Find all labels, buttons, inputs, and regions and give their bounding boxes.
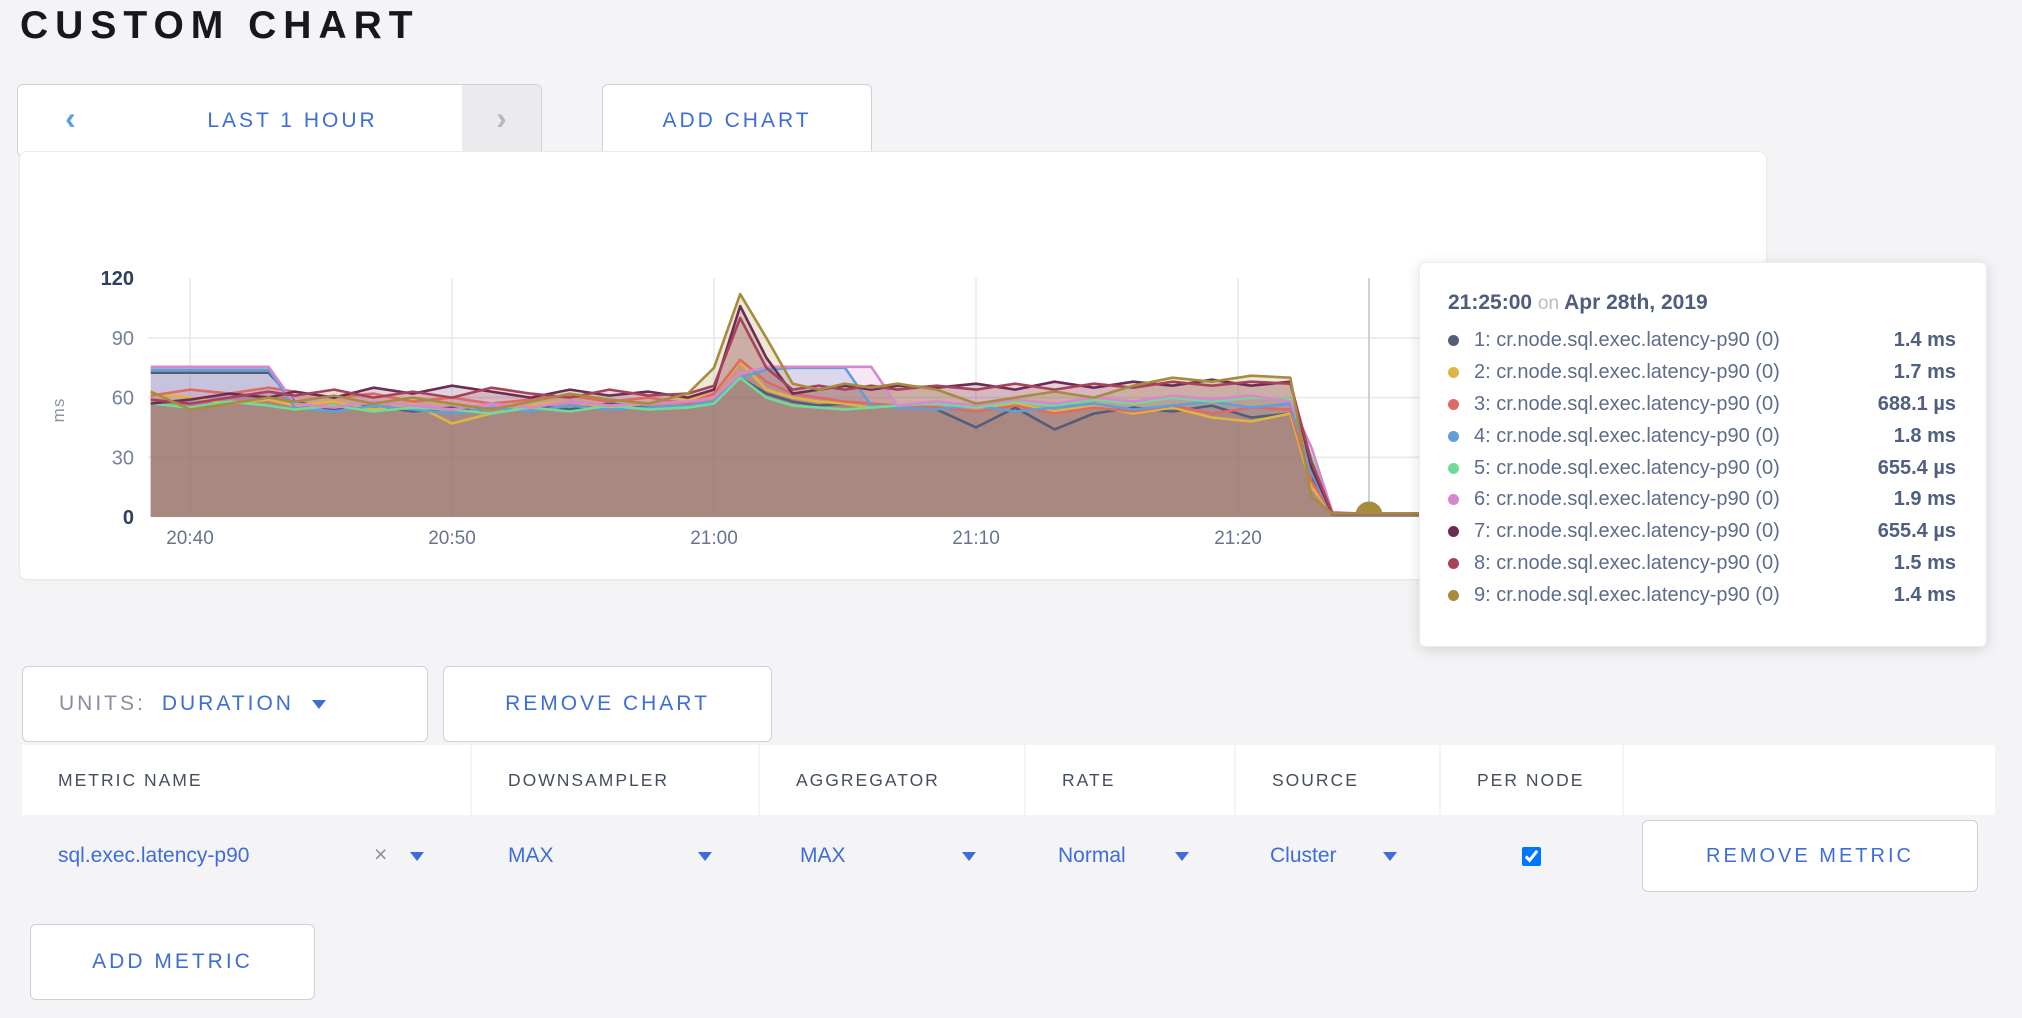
add-metric-button[interactable]: ADD METRIC [30, 924, 315, 1000]
tooltip-series-row: 7: cr.node.sql.exec.latency-p90 (0) 655.4… [1448, 516, 1956, 548]
page-title: CUSTOM CHART [20, 4, 420, 47]
source-value[interactable]: Cluster [1270, 844, 1337, 867]
tooltip-series-row: 5: cr.node.sql.exec.latency-p90 (0) 655.4… [1448, 452, 1956, 484]
caret-down-icon [311, 699, 326, 709]
series-color-dot [1448, 462, 1459, 474]
svg-text:30: 30 [112, 447, 134, 469]
chart-card: 0 30 60 90 120 20:40 20:50 21:00 21:10 21:20 ms [19, 151, 1767, 580]
series-value: 688.1 µs [1877, 392, 1956, 415]
rate-value[interactable]: Normal [1058, 844, 1126, 867]
caret-down-icon[interactable] [1383, 852, 1397, 861]
series-value: 1.8 ms [1893, 424, 1956, 447]
time-range-selector: ‹ LAST 1 HOUR › [17, 84, 542, 157]
series-label: 4: cr.node.sql.exec.latency-p90 (0) [1474, 424, 1780, 447]
tooltip-series-list: 1: cr.node.sql.exec.latency-p90 (0) 1.4 m… [1448, 325, 1956, 611]
metric-name-value[interactable]: sql.exec.latency-p90 [58, 844, 250, 867]
series-label: 6: cr.node.sql.exec.latency-p90 (0) [1474, 488, 1780, 511]
header-source: SOURCE [1236, 745, 1439, 815]
series-label: 8: cr.node.sql.exec.latency-p90 (0) [1474, 551, 1780, 574]
series-label: 7: cr.node.sql.exec.latency-p90 (0) [1474, 520, 1780, 543]
units-prefix-label: UNITS: [59, 692, 146, 715]
series-value: 1.7 ms [1893, 361, 1956, 384]
tooltip-series-row: 8: cr.node.sql.exec.latency-p90 (0) 1.5 m… [1448, 548, 1956, 580]
series-label: 9: cr.node.sql.exec.latency-p90 (0) [1474, 583, 1780, 606]
series-color-dot [1448, 367, 1459, 379]
caret-down-icon[interactable] [410, 852, 424, 861]
series-value: 1.9 ms [1893, 488, 1956, 511]
series-value: 1.4 ms [1893, 583, 1956, 606]
latency-chart[interactable]: 0 30 60 90 120 20:40 20:50 21:00 21:10 21:20 ms [20, 152, 1768, 581]
series-label: 1: cr.node.sql.exec.latency-p90 (0) [1474, 329, 1780, 352]
units-dropdown[interactable]: UNITS: DURATION [22, 666, 428, 742]
header-metric-name: METRIC NAME [22, 745, 470, 815]
header-downsampler: DOWNSAMPLER [472, 745, 758, 815]
add-chart-button[interactable]: ADD CHART [602, 84, 872, 157]
time-next-button[interactable]: › [462, 85, 541, 156]
series-color-dot [1448, 430, 1459, 442]
series-color-dot [1448, 494, 1459, 506]
svg-text:0: 0 [123, 507, 134, 529]
header-aggregator: AGGREGATOR [760, 745, 1024, 815]
series-value: 1.4 ms [1893, 329, 1956, 352]
svg-text:120: 120 [101, 268, 134, 290]
remove-metric-button[interactable]: REMOVE METRIC [1642, 820, 1978, 892]
hover-point [1355, 501, 1383, 514]
tooltip-timestamp: 21:25:00 on Apr 28th, 2019 [1448, 291, 1956, 315]
tooltip-series-row: 6: cr.node.sql.exec.latency-p90 (0) 1.9 m… [1448, 484, 1956, 516]
downsampler-value[interactable]: MAX [508, 844, 554, 867]
series-value: 655.4 µs [1877, 456, 1956, 479]
tooltip-series-row: 9: cr.node.sql.exec.latency-p90 (0) 1.4 m… [1448, 579, 1956, 611]
tooltip-series-row: 3: cr.node.sql.exec.latency-p90 (0) 688.1… [1448, 389, 1956, 421]
svg-text:21:00: 21:00 [690, 528, 738, 549]
tooltip-series-row: 2: cr.node.sql.exec.latency-p90 (0) 1.7 m… [1448, 357, 1956, 389]
series-color-dot [1448, 526, 1459, 538]
header-rate: RATE [1026, 745, 1234, 815]
series-color-dot [1448, 335, 1459, 347]
header-per-node: PER NODE [1441, 745, 1622, 815]
time-prev-button[interactable]: ‹ [18, 85, 123, 156]
svg-text:20:50: 20:50 [428, 528, 476, 549]
header-spacer [1624, 745, 1995, 815]
aggregator-value[interactable]: MAX [800, 844, 846, 867]
tooltip-on: on [1537, 293, 1560, 314]
series-color-dot [1448, 398, 1459, 410]
per-node-checkbox[interactable] [1522, 847, 1541, 866]
series-label: 5: cr.node.sql.exec.latency-p90 (0) [1474, 456, 1780, 479]
y-axis-title: ms [49, 398, 68, 423]
series-value: 1.5 ms [1893, 551, 1956, 574]
chart-tooltip: 21:25:00 on Apr 28th, 2019 1: cr.node.sq… [1419, 262, 1987, 647]
series-color-dot [1448, 557, 1459, 569]
svg-text:60: 60 [112, 388, 134, 410]
units-value: DURATION [161, 692, 294, 715]
time-range-button[interactable]: LAST 1 HOUR [123, 85, 462, 156]
chevron-left-icon: ‹ [65, 100, 76, 136]
series-lines [150, 292, 1736, 516]
caret-down-icon[interactable] [698, 852, 712, 861]
svg-text:90: 90 [112, 328, 134, 350]
series-color-dot [1448, 589, 1459, 601]
caret-down-icon[interactable] [1175, 852, 1189, 861]
tooltip-series-row: 4: cr.node.sql.exec.latency-p90 (0) 1.8 m… [1448, 420, 1956, 452]
tooltip-series-row: 1: cr.node.sql.exec.latency-p90 (0) 1.4 m… [1448, 325, 1956, 357]
tooltip-date: Apr 28th, 2019 [1564, 291, 1708, 314]
series-label: 3: cr.node.sql.exec.latency-p90 (0) [1474, 392, 1780, 415]
remove-chart-button[interactable]: REMOVE CHART [443, 666, 772, 742]
metric-clear-icon[interactable]: × [374, 841, 388, 867]
svg-text:21:10: 21:10 [952, 528, 1000, 549]
svg-text:21:20: 21:20 [1214, 528, 1262, 549]
series-value: 655.4 µs [1877, 520, 1956, 543]
chevron-right-icon: › [496, 100, 507, 136]
y-axis-labels: 0 30 60 90 120 [101, 268, 134, 529]
x-axis-labels: 20:40 20:50 21:00 21:10 21:20 [166, 528, 1262, 549]
tooltip-time: 21:25:00 [1448, 291, 1533, 314]
svg-text:20:40: 20:40 [166, 528, 214, 549]
series-label: 2: cr.node.sql.exec.latency-p90 (0) [1474, 361, 1780, 384]
caret-down-icon[interactable] [962, 852, 976, 861]
